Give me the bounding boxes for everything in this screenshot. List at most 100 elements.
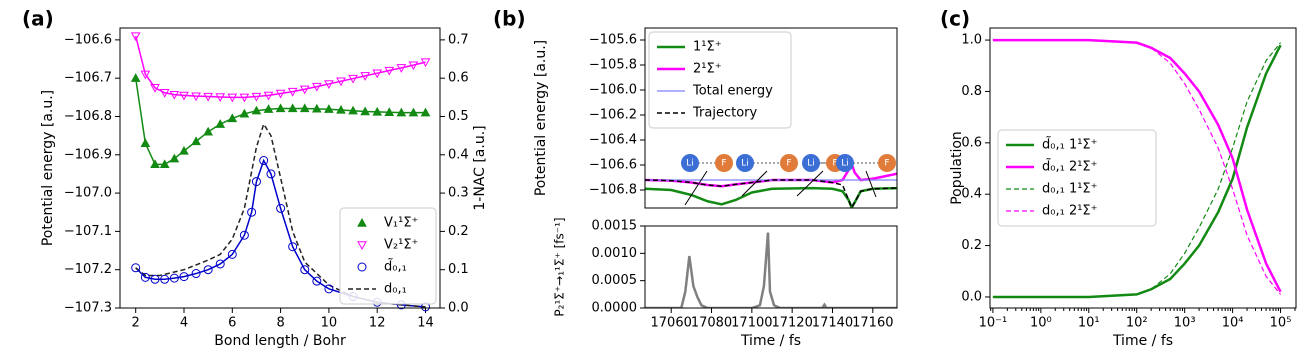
data-point bbox=[150, 84, 160, 93]
data-point bbox=[287, 103, 298, 113]
series-line bbox=[992, 38, 1282, 293]
data-point bbox=[300, 265, 310, 275]
x-tick-label: 10¹ bbox=[1078, 316, 1100, 331]
x-tick-label: 2 bbox=[132, 316, 140, 331]
atom-label: F bbox=[832, 159, 837, 169]
legend-label: 1¹Σ⁺ bbox=[693, 40, 722, 55]
y-tick-label: 0.0005 bbox=[592, 273, 638, 288]
data-point bbox=[276, 203, 286, 213]
data-point bbox=[169, 90, 180, 100]
data-point bbox=[396, 107, 407, 117]
y-tick-label: 0.0010 bbox=[592, 246, 638, 261]
y2-tick-label: 0.3 bbox=[448, 186, 469, 201]
panel-label: (a) bbox=[22, 7, 54, 31]
legend-marker bbox=[357, 262, 367, 272]
plot-area bbox=[645, 160, 897, 208]
data-point bbox=[140, 272, 150, 282]
legend-marker bbox=[357, 217, 367, 227]
y2-tick-label: 0.6 bbox=[448, 71, 469, 86]
y-tick-label: −106.6 bbox=[589, 158, 637, 173]
y-tick-label: 0.0000 bbox=[592, 301, 638, 316]
panel-label: (b) bbox=[493, 7, 526, 31]
y-tick-label: −107.3 bbox=[64, 301, 112, 316]
x-tick-label: 12 bbox=[369, 316, 386, 331]
data-point bbox=[360, 106, 370, 116]
y-tick-label: −107.0 bbox=[64, 186, 112, 201]
data-point bbox=[288, 242, 298, 252]
atom-label: F bbox=[786, 159, 791, 169]
y-tick-label: −106.0 bbox=[589, 83, 637, 98]
x-tick-label: 10⁴ bbox=[1222, 316, 1244, 331]
f-atom bbox=[715, 154, 733, 172]
y-tick-label: −107.2 bbox=[64, 262, 112, 277]
x-tick-label: 17100 bbox=[731, 316, 772, 331]
data-point bbox=[336, 77, 346, 87]
data-point bbox=[169, 153, 180, 163]
data-point bbox=[227, 93, 238, 103]
data-point bbox=[203, 126, 214, 136]
data-point bbox=[227, 113, 238, 123]
pointer-line bbox=[796, 170, 824, 197]
data-point bbox=[299, 85, 310, 95]
data-point bbox=[384, 107, 395, 116]
series-line bbox=[645, 186, 897, 208]
x-tick-label: 10 bbox=[321, 316, 338, 331]
data-point bbox=[239, 108, 250, 118]
atom-label: Li bbox=[741, 159, 749, 169]
y-tick-label: −106.7 bbox=[64, 71, 112, 86]
x-tick-label: 17120 bbox=[771, 316, 812, 331]
data-point bbox=[179, 91, 189, 101]
f-atom bbox=[878, 154, 896, 172]
series-line bbox=[992, 44, 1282, 299]
data-point bbox=[336, 104, 346, 114]
data-point bbox=[247, 207, 257, 217]
x-tick-label: 17080 bbox=[691, 316, 732, 331]
y2-tick-label: 0.4 bbox=[448, 147, 469, 162]
data-point bbox=[140, 138, 151, 147]
legend-label: d₀,₁ 2¹Σ⁺ bbox=[1042, 204, 1098, 219]
data-point bbox=[263, 91, 274, 101]
data-point bbox=[227, 249, 237, 259]
x-axis-label: Time / fs bbox=[740, 333, 801, 349]
data-point bbox=[408, 61, 419, 71]
pointer-line bbox=[865, 170, 877, 198]
data-point bbox=[239, 93, 250, 103]
y-axis-label: Population bbox=[949, 131, 965, 205]
data-point bbox=[348, 105, 358, 115]
y-tick-label: 0.8 bbox=[961, 84, 982, 99]
f-atom bbox=[780, 154, 798, 172]
y-tick-label: −107.1 bbox=[64, 224, 112, 239]
legend-label: V₂¹Σ⁺ bbox=[384, 238, 418, 253]
data-point bbox=[160, 274, 170, 284]
series-line bbox=[134, 78, 426, 166]
data-point bbox=[408, 107, 419, 117]
x-tick-label: 4 bbox=[180, 316, 188, 331]
data-point bbox=[239, 230, 249, 240]
x-tick-label: 10⁰ bbox=[1030, 316, 1052, 331]
li-atom bbox=[681, 154, 699, 172]
legend-label: d̃₀,₁ bbox=[384, 259, 407, 274]
data-point bbox=[140, 70, 151, 80]
data-point bbox=[396, 64, 407, 73]
li-atom bbox=[736, 154, 754, 172]
legend-box bbox=[339, 207, 437, 305]
y-tick-label: −105.8 bbox=[589, 58, 637, 73]
atom-label: Li bbox=[807, 159, 815, 169]
axes-frame bbox=[644, 225, 898, 309]
data-point bbox=[203, 92, 214, 102]
data-point bbox=[203, 265, 213, 275]
data-point bbox=[251, 92, 262, 102]
y-tick-label: −106.4 bbox=[589, 133, 637, 148]
legend-marker bbox=[357, 241, 367, 251]
data-point bbox=[312, 276, 322, 286]
plot-area bbox=[645, 232, 897, 308]
data-point bbox=[360, 72, 370, 81]
legend-label: d₀,₁ 1¹Σ⁺ bbox=[1042, 182, 1098, 197]
x-tick-label: 14 bbox=[417, 316, 434, 331]
y-tick-label: 0.6 bbox=[961, 135, 982, 150]
y-axis-label: P₂¹Σ⁺→₁¹Σ⁺ [fs⁻¹] bbox=[553, 217, 567, 316]
panel-label: (c) bbox=[940, 7, 970, 31]
data-point bbox=[130, 32, 141, 42]
pointer-line bbox=[684, 170, 708, 206]
